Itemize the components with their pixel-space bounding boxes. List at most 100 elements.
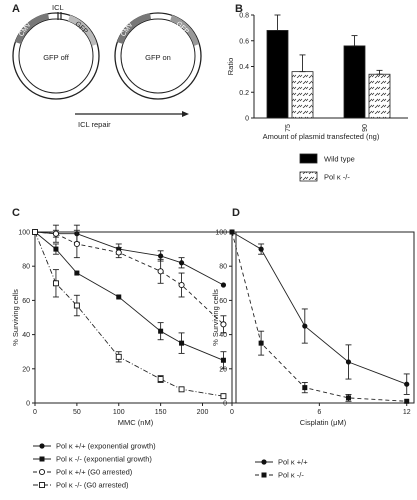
data-point xyxy=(178,386,185,393)
legend-marker xyxy=(39,443,45,449)
data-point xyxy=(178,260,185,266)
y-tick-label: 40 xyxy=(22,332,30,339)
plasmid-gfp-off: CMV GFP ICL GFP off xyxy=(12,3,100,100)
panel-label-c: C xyxy=(12,207,20,219)
x-tick-label: 100 xyxy=(113,409,125,416)
data-point xyxy=(157,376,164,383)
x-tick-label: 0 xyxy=(230,409,234,416)
data-point xyxy=(73,302,80,309)
data-point xyxy=(258,246,264,252)
y-tick-label: 100 xyxy=(215,230,227,237)
data-point xyxy=(220,357,226,363)
x-tick-label: 90 xyxy=(362,124,369,132)
data-point xyxy=(345,395,351,401)
icl-label: ICL xyxy=(52,3,64,12)
x-tick-label: 75 xyxy=(285,124,292,132)
bar xyxy=(291,71,314,119)
x-axis-label: MMC (nM) xyxy=(118,418,154,427)
series-line xyxy=(34,231,224,325)
x-tick-label: 12 xyxy=(403,409,411,416)
legend-label: Pol κ +/+ (G0 arrested) xyxy=(56,468,133,477)
gfp-on-label: GFP on xyxy=(145,53,171,62)
plasmid-gfp-on: CMV GFP GFP on xyxy=(114,12,202,100)
legend-marker xyxy=(261,472,267,478)
x-tick-label: 6 xyxy=(317,409,321,416)
data-point xyxy=(178,281,185,289)
data-point xyxy=(53,246,59,252)
x-tick-label: 150 xyxy=(155,409,167,416)
y-tick-label: 0 xyxy=(223,401,227,408)
data-point xyxy=(157,268,164,275)
x-axis-label: Amount of plasmid transfected (ng) xyxy=(263,132,380,141)
legend-label: Pol κ +/+ xyxy=(278,458,308,467)
y-tick-label: 0 xyxy=(245,116,249,123)
y-axis-label: % Surviving cells xyxy=(11,289,20,346)
data-point xyxy=(220,393,227,400)
y-tick-label: 0.4 xyxy=(239,64,249,71)
data-point xyxy=(302,323,308,329)
plot-frame xyxy=(231,231,415,404)
y-axis-label: Ratio xyxy=(226,58,235,76)
legend-label: Pol κ -/- xyxy=(278,471,304,480)
data-point xyxy=(32,229,38,235)
y-tick-label: 0.8 xyxy=(239,13,249,20)
legend-marker xyxy=(38,468,46,476)
x-tick-label: 200 xyxy=(197,409,209,416)
y-tick-label: 0 xyxy=(26,401,30,408)
data-point xyxy=(115,249,122,256)
series-line xyxy=(34,231,224,397)
y-tick-label: 60 xyxy=(219,298,227,305)
data-point xyxy=(158,328,164,334)
chart-d: 0 20 40 60 80 100 0 6 12 % Surviving cells Cisplat… xyxy=(211,229,415,480)
data-point xyxy=(302,385,308,391)
icl-repair-label: ICL repair xyxy=(78,120,111,129)
data-point xyxy=(74,270,80,276)
data-point xyxy=(73,240,80,248)
y-tick-label: 20 xyxy=(219,366,227,373)
gfp-off-label: GFP off xyxy=(43,53,69,62)
legend-label: Pol κ -/- (G0 arrested) xyxy=(56,481,129,490)
x-tick-label: 50 xyxy=(73,409,81,416)
y-tick-label: 40 xyxy=(219,332,227,339)
legend-marker xyxy=(39,482,45,488)
x-tick-label: 0 xyxy=(33,409,37,416)
y-tick-label: 80 xyxy=(22,264,30,271)
data-point xyxy=(220,321,227,328)
bar xyxy=(266,30,289,119)
panel-label-a: A xyxy=(12,3,20,15)
data-point xyxy=(158,253,164,259)
data-point xyxy=(115,353,122,360)
data-point xyxy=(116,294,122,300)
y-tick-label: 0.6 xyxy=(239,38,249,45)
series-line xyxy=(34,231,224,286)
legend-swatch xyxy=(299,171,318,182)
legend-label: Wild type xyxy=(324,155,355,164)
y-tick-label: 20 xyxy=(22,366,30,373)
x-axis-label: Cisplatin (μM) xyxy=(300,418,347,427)
legend-marker xyxy=(261,459,267,465)
legend-label: Pol κ -/- xyxy=(324,173,350,182)
legend-swatch xyxy=(299,153,318,164)
data-point xyxy=(52,280,59,287)
bar xyxy=(368,73,391,119)
legend-marker xyxy=(39,456,45,462)
data-point xyxy=(258,340,264,346)
legend-label: Pol κ +/+ (exponential growth) xyxy=(56,442,156,451)
data-point xyxy=(179,340,185,346)
series-line xyxy=(231,231,407,385)
gfp-segment xyxy=(68,15,97,46)
icl-repair-arrow: ICL repair xyxy=(75,111,189,129)
y-tick-label: 100 xyxy=(18,230,30,237)
data-point xyxy=(404,381,410,387)
cmv-segment xyxy=(15,13,49,44)
plot-frame xyxy=(34,231,237,404)
data-point xyxy=(229,229,235,235)
data-point xyxy=(345,359,352,365)
legend-label: Pol κ -/- (exponential growth) xyxy=(56,455,152,464)
y-axis-label: % Surviving cells xyxy=(211,289,220,346)
panel-label-d: D xyxy=(232,207,240,219)
series-line xyxy=(231,231,407,402)
